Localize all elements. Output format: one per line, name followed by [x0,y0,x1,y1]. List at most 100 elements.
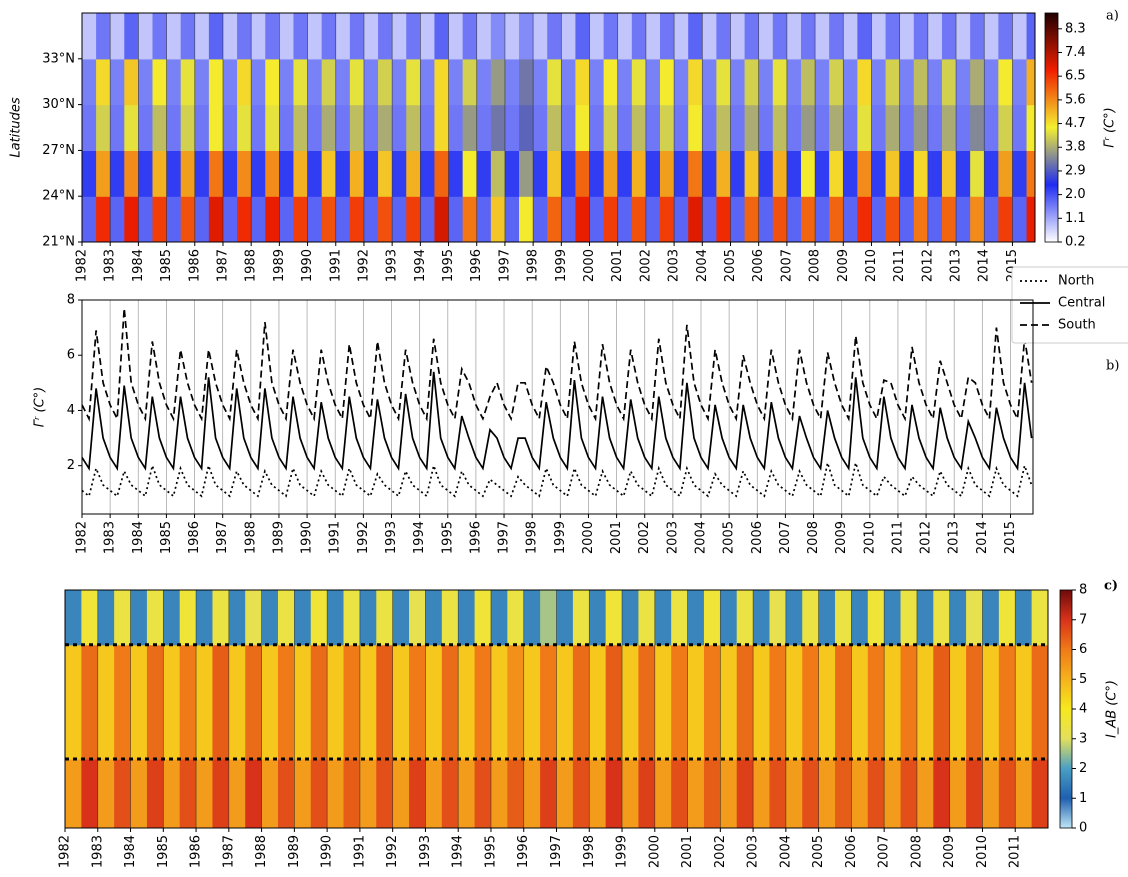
heatmap-cell [758,13,774,60]
heatmap-cell [166,150,182,197]
x-tick-label: 2011 [890,521,905,554]
x-tick-label: 2002 [637,521,652,554]
heatmap-cell [815,13,830,60]
x-tick-label: 1999 [554,249,569,282]
heatmap-cell [65,758,82,828]
series-line [82,308,1033,422]
heatmap-cell [899,150,915,197]
heatmap-cell [82,150,97,197]
heatmap-cell [321,104,337,151]
heatmap-cell [547,196,562,242]
heatmap-cell [843,104,858,151]
heatmap-cell [533,104,548,151]
x-tick-label: 1985 [159,521,174,554]
heatmap-cell [420,58,436,106]
heatmap-cell [507,644,525,760]
heatmap-cell [998,758,1016,828]
plot-frame [81,12,1036,243]
heatmap-cell [688,150,703,197]
heatmap-cell [523,758,541,828]
x-tick-label: 2000 [647,835,662,868]
heatmap-cell [970,58,985,106]
heatmap-cell [1026,104,1035,151]
heatmap-cell [758,196,774,242]
heatmap-cell [179,590,197,646]
y-tick-label: 27°N [42,143,75,158]
heatmap-cell [575,150,591,197]
heatmap-cell [425,758,443,828]
heatmap-cell [900,758,918,828]
heatmap-cell [519,13,534,60]
heatmap-cell [97,644,115,760]
heatmap-cell [720,758,738,828]
heatmap-cell [321,196,337,242]
heatmap-cell [228,590,246,646]
heatmap-cell [660,13,675,60]
x-tick-label: 1986 [189,835,204,868]
heatmap-cell [654,590,672,646]
heatmap-cell [406,13,421,60]
heatmap-cell [589,13,605,60]
heatmap-cell [800,58,816,106]
heatmap-cell [982,590,1000,646]
heatmap-cell [785,590,803,646]
colorbar-label: I_AB (C°) [1105,680,1120,738]
x-tick-label: 1994 [451,835,466,868]
x-tick-label: 1992 [356,521,371,554]
heatmap-cell [349,58,365,106]
heatmap-cell [984,104,999,151]
heatmap-cell [758,104,774,151]
x-tick-label: 2002 [638,249,653,282]
heatmap-cell [65,590,82,646]
x-tick-label: 1994 [413,249,428,282]
x-tick-label: 1986 [187,521,202,554]
heatmap-cell [829,13,844,60]
heatmap-cell [97,758,115,828]
x-tick-label: 1984 [123,835,138,868]
heatmap-cell [378,58,393,106]
heatmap-cell [674,13,689,60]
heatmap-cell [829,196,844,242]
y-tick-label: 33°N [42,51,75,66]
heatmap-cell [540,590,558,646]
heatmap-cell [884,590,902,646]
heatmap-cell [815,104,830,151]
heatmap-cell [631,150,647,197]
heatmap-cell [533,150,548,197]
heatmap-cell [956,196,971,242]
heatmap-cell [474,590,492,646]
heatmap-cell [65,644,82,760]
x-tick-label: 2006 [844,835,859,868]
heatmap-cell [251,58,266,106]
heatmap-cell [802,758,820,828]
heatmap-cell [949,644,967,760]
heatmap-cell [277,758,295,828]
heatmap-cell [434,150,450,197]
y-axis-label: Γʳ (C°) [33,387,48,427]
heatmap-cell [984,150,999,197]
heatmap-cell [251,13,266,60]
legend-label: Central [1058,296,1105,311]
heatmap-cell [660,58,675,106]
heatmap-cell [335,13,351,60]
heatmap-cell [327,590,345,646]
plot-area [82,300,1033,514]
colorbar [1044,12,1059,243]
heatmap-cell [786,58,802,106]
x-tick-label: 2006 [750,521,765,554]
x-tick-label: 1997 [549,835,564,868]
heatmap-cell [835,644,852,760]
colorbar-tick-label: 0 [1079,821,1087,836]
heatmap-cell [547,58,562,106]
heatmap-cell [392,58,407,106]
x-tick-label: 1993 [418,835,433,868]
series-line [82,371,1033,472]
heatmap-cell [772,196,788,242]
heatmap-cell [829,104,844,151]
heatmap-cell [617,13,633,60]
heatmap-cell [237,196,252,242]
x-tick-label: 2012 [920,249,935,282]
heatmap-cell [786,196,802,242]
heatmap-cell [744,58,760,106]
heatmap-cell [245,644,263,760]
